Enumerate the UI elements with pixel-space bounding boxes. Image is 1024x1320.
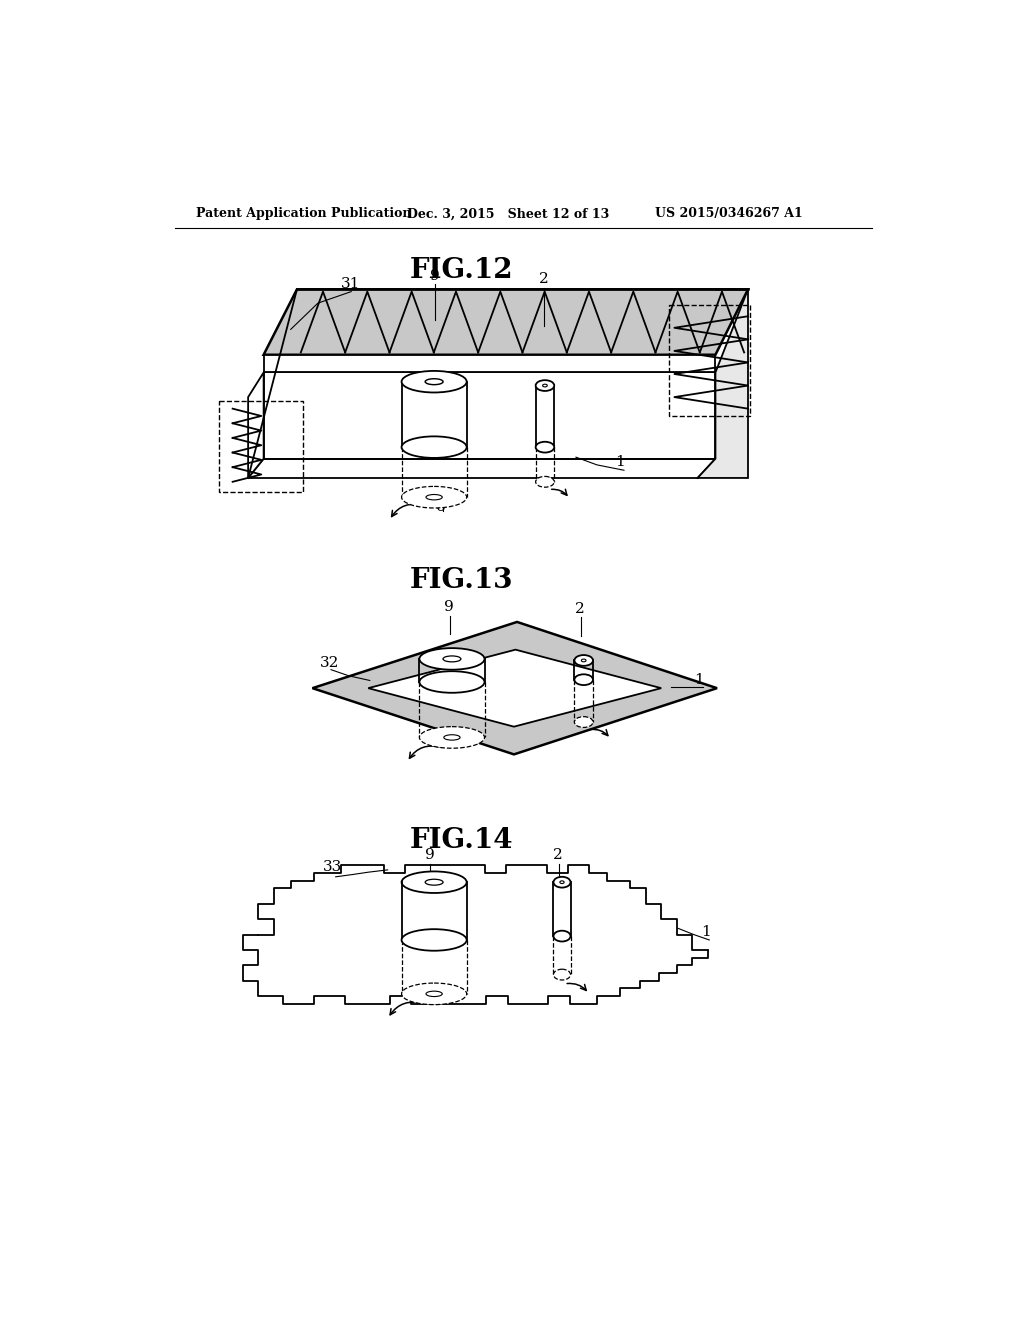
Text: 31: 31: [341, 277, 360, 290]
Ellipse shape: [420, 671, 484, 693]
Ellipse shape: [554, 876, 570, 887]
Text: 9: 9: [444, 601, 454, 614]
Text: 6: 6: [436, 500, 446, 513]
Ellipse shape: [425, 379, 443, 384]
Ellipse shape: [536, 380, 554, 391]
Polygon shape: [263, 372, 716, 459]
Polygon shape: [369, 649, 662, 726]
Text: 1: 1: [693, 673, 703, 686]
Text: 32: 32: [321, 656, 340, 669]
Ellipse shape: [401, 487, 467, 508]
Ellipse shape: [401, 929, 467, 950]
Text: 33: 33: [324, 859, 343, 874]
Polygon shape: [248, 372, 263, 478]
Polygon shape: [312, 622, 717, 755]
Text: 9: 9: [430, 269, 440, 282]
Text: 2: 2: [539, 272, 549, 286]
Ellipse shape: [543, 384, 547, 387]
Text: Dec. 3, 2015   Sheet 12 of 13: Dec. 3, 2015 Sheet 12 of 13: [407, 207, 609, 220]
Ellipse shape: [574, 717, 593, 727]
Ellipse shape: [443, 656, 461, 661]
Text: Patent Application Publication: Patent Application Publication: [197, 207, 412, 220]
Bar: [669, 305, 751, 416]
Text: FIG.14: FIG.14: [410, 826, 513, 854]
Polygon shape: [263, 289, 748, 355]
Ellipse shape: [401, 983, 467, 1005]
Ellipse shape: [420, 648, 484, 669]
Text: 1: 1: [701, 925, 712, 939]
Ellipse shape: [425, 879, 443, 886]
Ellipse shape: [401, 371, 467, 392]
Text: 2: 2: [553, 849, 562, 862]
Ellipse shape: [426, 495, 442, 500]
Text: 1: 1: [614, 455, 625, 470]
Polygon shape: [263, 355, 716, 372]
Ellipse shape: [536, 442, 554, 453]
Ellipse shape: [401, 871, 467, 892]
Ellipse shape: [443, 735, 460, 741]
Ellipse shape: [554, 931, 570, 941]
Ellipse shape: [420, 726, 484, 748]
Ellipse shape: [574, 655, 593, 665]
Ellipse shape: [574, 675, 593, 685]
Text: 2: 2: [575, 602, 585, 615]
Text: FIG.12: FIG.12: [410, 257, 513, 284]
Ellipse shape: [554, 969, 570, 979]
Text: FIG.13: FIG.13: [410, 566, 513, 594]
Text: 9: 9: [425, 849, 434, 862]
Ellipse shape: [536, 477, 554, 487]
Ellipse shape: [560, 880, 564, 883]
Ellipse shape: [401, 437, 467, 458]
Polygon shape: [697, 289, 748, 478]
Bar: [219, 401, 303, 492]
Ellipse shape: [426, 991, 442, 997]
Text: US 2015/0346267 A1: US 2015/0346267 A1: [655, 207, 803, 220]
Ellipse shape: [582, 659, 586, 661]
